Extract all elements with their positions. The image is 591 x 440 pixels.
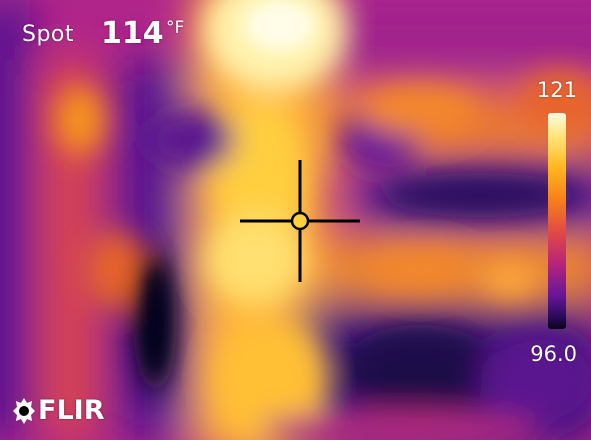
flir-logo: FLIR (12, 395, 132, 429)
spot-temperature-value: 114 (101, 16, 164, 51)
temperature-unit: °F (166, 18, 185, 38)
crosshair-icon (240, 160, 360, 282)
scale-min-value: 96.0 (530, 342, 577, 366)
brand-name: FLIR (38, 395, 105, 426)
spot-label: Spot (22, 22, 75, 47)
temperature-scale-bar (548, 113, 566, 329)
flame-icon (13, 398, 35, 424)
scale-max-value: 121 (536, 78, 577, 102)
